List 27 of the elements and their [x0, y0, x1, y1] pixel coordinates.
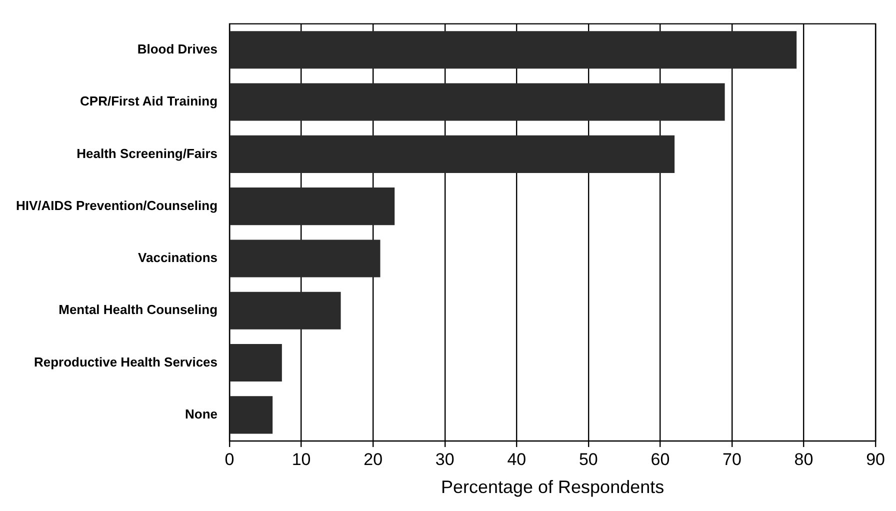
x-tick-label: 70: [722, 450, 742, 469]
x-tick-label: 20: [364, 450, 383, 469]
x-tick-label: 10: [292, 450, 311, 469]
x-tick-label: 40: [507, 450, 526, 469]
y-tick-label: Health Screening/Fairs: [76, 146, 218, 161]
bar: [230, 396, 273, 434]
x-tick-label: 30: [435, 450, 454, 469]
bar: [230, 83, 725, 121]
x-tick-label: 80: [794, 450, 814, 469]
bar: [230, 31, 797, 69]
bar: [230, 344, 282, 382]
y-tick-label: Reproductive Health Services: [34, 354, 218, 370]
x-tick-label: 90: [866, 450, 886, 469]
x-axis-title: Percentage of Respondents: [440, 477, 664, 498]
y-tick-label: HIV/AIDS Prevention/Counseling: [16, 198, 218, 213]
y-tick-label: None: [185, 406, 218, 422]
x-tick-label: 50: [578, 450, 598, 469]
bar: [230, 240, 380, 278]
y-tick-label: Mental Health Counseling: [58, 302, 218, 318]
x-tick-label: 60: [650, 450, 670, 469]
y-tick-label: Blood Drives: [137, 41, 218, 56]
bar: [230, 135, 675, 173]
y-tick-label: CPR/First Aid Training: [80, 94, 218, 109]
x-tick-label: 0: [224, 450, 234, 469]
bar: [230, 188, 395, 226]
bar: [230, 292, 341, 330]
y-tick-label: Vaccinations: [138, 250, 218, 266]
